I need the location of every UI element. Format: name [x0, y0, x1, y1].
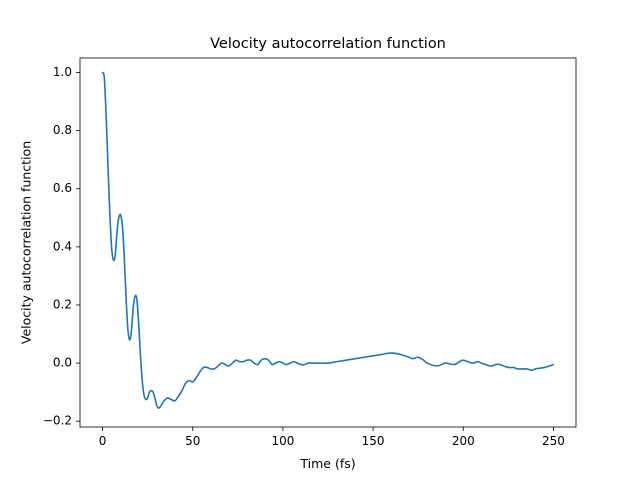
- chart-title: Velocity autocorrelation function: [210, 36, 446, 52]
- x-tick-label: 250: [542, 434, 565, 448]
- axes-frame: [79, 57, 577, 428]
- x-tick-label: 200: [452, 434, 475, 448]
- y-tick-label: −0.2: [43, 414, 72, 428]
- y-tick-label: 0.6: [53, 181, 72, 195]
- x-tick-label: 0: [99, 434, 107, 448]
- y-tick-label: 0.8: [53, 123, 72, 137]
- y-tick-label: 0.0: [53, 356, 72, 370]
- y-tick-label: 1.0: [53, 65, 72, 79]
- y-tick-label: 0.2: [53, 297, 72, 311]
- y-tick-label: 0.4: [53, 239, 72, 253]
- plot-layer: [101, 71, 555, 409]
- series-line-0: [101, 71, 555, 409]
- x-axis-label: Time (fs): [299, 456, 355, 471]
- x-tick-label: 100: [271, 434, 294, 448]
- ticks-layer: 0 50 100 150 200 250 −0.2 0.0 0.2 0.4 0.6 0.8 1.0: [43, 65, 565, 448]
- x-tick-label: 150: [362, 434, 385, 448]
- x-tick-label: 50: [185, 434, 200, 448]
- y-axis-label: Velocity autocorrelation function: [19, 141, 34, 344]
